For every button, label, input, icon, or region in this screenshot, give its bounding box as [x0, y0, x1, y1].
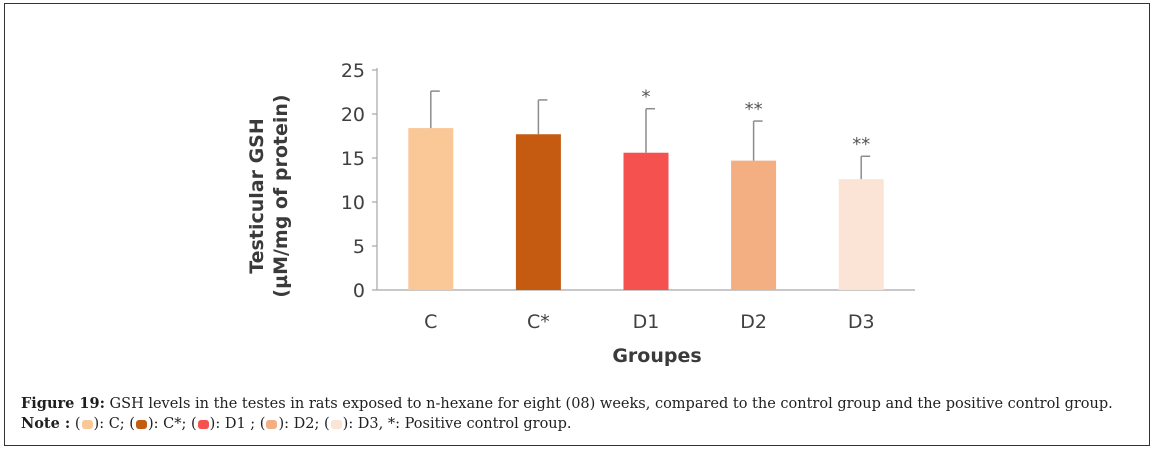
- bar-D3: [838, 179, 884, 290]
- axis-labels: Testicular GSH (µM/mg of protein) Groupe…: [246, 94, 702, 367]
- legend-label: : D1 ;: [215, 416, 256, 432]
- significance-marker-D1: *: [642, 87, 651, 108]
- y-tick-label: 25: [341, 60, 365, 82]
- x-axis-label: Groupes: [612, 345, 701, 367]
- legend-swatch-C: [81, 420, 93, 429]
- legend-label: : D2;: [284, 416, 320, 432]
- legend-swatch-D2: [266, 420, 278, 429]
- y-tick-label: 10: [341, 192, 365, 214]
- y-tick-label: 5: [353, 236, 365, 258]
- note-label: Note :: [21, 415, 71, 432]
- x-tick-label-D2: D2: [740, 311, 767, 333]
- x-tick-label-C: C: [424, 311, 437, 333]
- bars: *****: [408, 87, 884, 290]
- figure-frame: 0 5 10 15 20 25 C C* D1 D2 D3 * ** ** Testicular GSH…: [4, 3, 1150, 446]
- legend-swatch-C*: [135, 420, 147, 429]
- legend-label: : D3, *: Positive control group.: [348, 416, 572, 432]
- bar-D1: [623, 152, 669, 290]
- legend-swatch-D1: [197, 420, 209, 429]
- y-axis-label-line1: Testicular GSH: [246, 118, 268, 274]
- legend-swatch-D3: [330, 420, 342, 429]
- figure-label: Figure 19:: [21, 395, 105, 412]
- legend-label: : C;: [99, 416, 125, 432]
- y-axis-label-line2: (µM/mg of protein): [270, 94, 292, 297]
- x-tick-label-D3: D3: [848, 311, 875, 333]
- bar-C*: [515, 134, 561, 290]
- y-tick-label: 15: [341, 148, 365, 170]
- caption-line-1: Figure 19: GSH levels in the testes in r…: [21, 394, 1147, 414]
- x-tick-label-D1: D1: [633, 311, 660, 333]
- significance-marker-D3: **: [852, 134, 870, 155]
- figure-caption: Figure 19: GSH levels in the testes in r…: [21, 394, 1147, 434]
- legend-label: : C*;: [153, 416, 187, 432]
- figure-text: GSH levels in the testes in rats exposed…: [104, 396, 1113, 412]
- bar-D2: [731, 160, 777, 290]
- x-tick-label-C*: C*: [527, 311, 550, 333]
- caption-line-2: Note : (): C; (): C*; (): D1 ; (): D2; (…: [21, 415, 572, 432]
- chart-area: 0 5 10 15 20 25 C C* D1 D2 D3 * ** ** Testicular GSH…: [235, 46, 935, 376]
- axes: 0 5 10 15 20 25 C C* D1 D2 D3: [341, 60, 915, 333]
- significance-marker-D2: **: [745, 99, 763, 120]
- y-tick-label: 0: [353, 280, 365, 302]
- y-tick-label: 20: [341, 104, 365, 126]
- bar-C: [408, 128, 454, 290]
